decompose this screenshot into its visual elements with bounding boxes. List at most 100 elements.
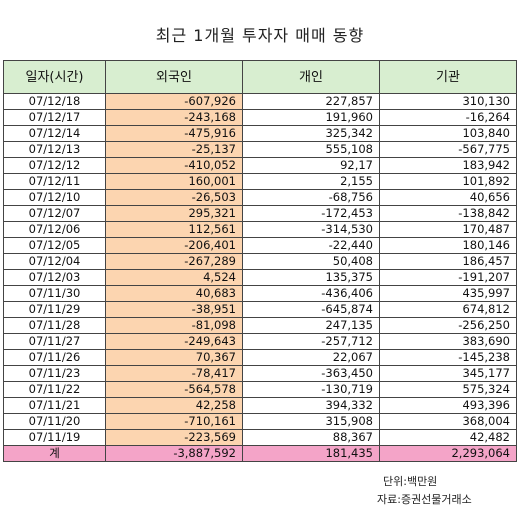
table-row: 07/11/20 -710,161 315,908 368,004 [3, 413, 517, 430]
cell-date: 07/11/28 [3, 317, 106, 334]
table-row: 07/11/21 42,258 394,332 493,396 [3, 397, 517, 414]
cell-institution: -567,775 [379, 141, 517, 158]
table-row: 07/11/26 70,367 22,067 -145,238 [3, 349, 517, 366]
table-row: 07/12/07 295,321 -172,453 -138,842 [3, 205, 517, 222]
cell-institution: 170,487 [379, 221, 517, 238]
cell-date: 07/11/23 [3, 365, 106, 382]
cell-date: 07/12/18 [3, 93, 106, 110]
cell-individual: 555,108 [242, 141, 380, 158]
cell-date: 07/11/19 [3, 429, 106, 446]
cell-foreign: -475,916 [105, 125, 243, 142]
table-row: 07/11/29 -38,951 -645,874 674,812 [3, 301, 517, 318]
cell-institution: 310,130 [379, 93, 517, 110]
cell-foreign: -38,951 [105, 301, 243, 318]
cell-individual: 2,155 [242, 173, 380, 190]
table-body: 07/12/18 -607,926 227,857 310,130 07/12/17 -2… [3, 93, 517, 462]
cell-institution: -138,842 [379, 205, 517, 222]
cell-foreign: -410,052 [105, 157, 243, 174]
cell-foreign: 40,683 [105, 285, 243, 302]
column-header-individual: 개인 [242, 60, 380, 94]
cell-date: 07/12/07 [3, 205, 106, 222]
cell-individual: 191,960 [242, 109, 380, 126]
cell-individual: -363,450 [242, 365, 380, 382]
source-note: 자료:증권선물거래소 [377, 493, 472, 506]
cell-individual: -68,756 [242, 189, 380, 206]
cell-date: 07/11/20 [3, 413, 106, 430]
table-row: 07/12/05 -206,401 -22,440 180,146 [3, 237, 517, 254]
table-row: 07/12/18 -607,926 227,857 310,130 [3, 93, 517, 110]
cell-foreign: -223,569 [105, 429, 243, 446]
table-row: 07/12/04 -267,289 50,408 186,457 [3, 253, 517, 270]
cell-individual: -22,440 [242, 237, 380, 254]
cell-institution: 575,324 [379, 381, 517, 398]
cell-institution: 383,690 [379, 333, 517, 350]
cell-institution: 103,840 [379, 125, 517, 142]
cell-foreign: 295,321 [105, 205, 243, 222]
table-row: 07/11/30 40,683 -436,406 435,997 [3, 285, 517, 302]
cell-individual: -257,712 [242, 333, 380, 350]
table-row: 07/12/11 160,001 2,155 101,892 [3, 173, 517, 190]
unit-note: 단위:백만원 [383, 475, 438, 488]
cell-foreign: -206,401 [105, 237, 243, 254]
cell-foreign: 70,367 [105, 349, 243, 366]
table-row: 07/12/03 4,524 135,375 -191,207 [3, 269, 517, 286]
cell-individual: -645,874 [242, 301, 380, 318]
cell-individual: 227,857 [242, 93, 380, 110]
table-row: 07/12/06 112,561 -314,530 170,487 [3, 221, 517, 238]
cell-individual: -130,719 [242, 381, 380, 398]
table-row: 07/11/23 -78,417 -363,450 345,177 [3, 365, 517, 382]
cell-institution: -256,250 [379, 317, 517, 334]
cell-individual: 88,367 [242, 429, 380, 446]
cell-date: 07/12/10 [3, 189, 106, 206]
cell-date: 07/12/06 [3, 221, 106, 238]
cell-institution: 493,396 [379, 397, 517, 414]
cell-individual: 135,375 [242, 269, 380, 286]
cell-institution: 183,942 [379, 157, 517, 174]
cell-foreign: -25,137 [105, 141, 243, 158]
cell-date: 07/12/13 [3, 141, 106, 158]
page-title: 최근 1개월 투자자 매매 동향 [155, 26, 365, 45]
cell-institution: 345,177 [379, 365, 517, 382]
cell-date: 07/11/27 [3, 333, 106, 350]
column-header-institution: 기관 [379, 60, 517, 94]
table-row: 07/11/28 -81,098 247,135 -256,250 [3, 317, 517, 334]
cell-foreign: 112,561 [105, 221, 243, 238]
total-institution: 2,293,064 [379, 445, 517, 462]
table-row: 07/12/10 -26,503 -68,756 40,656 [3, 189, 517, 206]
cell-individual: 394,332 [242, 397, 380, 414]
cell-institution: 435,997 [379, 285, 517, 302]
cell-date: 07/12/05 [3, 237, 106, 254]
cell-institution: 180,146 [379, 237, 517, 254]
cell-individual: 325,342 [242, 125, 380, 142]
cell-foreign: -267,289 [105, 253, 243, 270]
total-foreign: -3,887,592 [105, 445, 243, 462]
cell-foreign: -249,643 [105, 333, 243, 350]
cell-foreign: -81,098 [105, 317, 243, 334]
cell-date: 07/11/29 [3, 301, 106, 318]
cell-individual: -314,530 [242, 221, 380, 238]
cell-individual: 92,17 [242, 157, 380, 174]
cell-foreign: -243,168 [105, 109, 243, 126]
cell-institution: -16,264 [379, 109, 517, 126]
cell-individual: 22,067 [242, 349, 380, 366]
cell-institution: 40,656 [379, 189, 517, 206]
cell-date: 07/12/04 [3, 253, 106, 270]
cell-individual: 50,408 [242, 253, 380, 270]
cell-institution: 186,457 [379, 253, 517, 270]
cell-institution: 674,812 [379, 301, 517, 318]
column-header-date: 일자(시간) [3, 60, 106, 94]
cell-date: 07/12/11 [3, 173, 106, 190]
cell-date: 07/12/14 [3, 125, 106, 142]
investor-trading-table: 일자(시간) 외국인 개인 기관 07/12/18 -607,926 227,857… [3, 60, 517, 462]
cell-individual: -436,406 [242, 285, 380, 302]
cell-institution: -191,207 [379, 269, 517, 286]
header-row: 일자(시간) 외국인 개인 기관 [3, 60, 517, 94]
cell-foreign: -78,417 [105, 365, 243, 382]
cell-institution: 42,482 [379, 429, 517, 446]
cell-individual: 315,908 [242, 413, 380, 430]
total-individual: 181,435 [242, 445, 380, 462]
cell-foreign: 42,258 [105, 397, 243, 414]
cell-foreign: 160,001 [105, 173, 243, 190]
cell-individual: -172,453 [242, 205, 380, 222]
table-row: 07/12/17 -243,168 191,960 -16,264 [3, 109, 517, 126]
